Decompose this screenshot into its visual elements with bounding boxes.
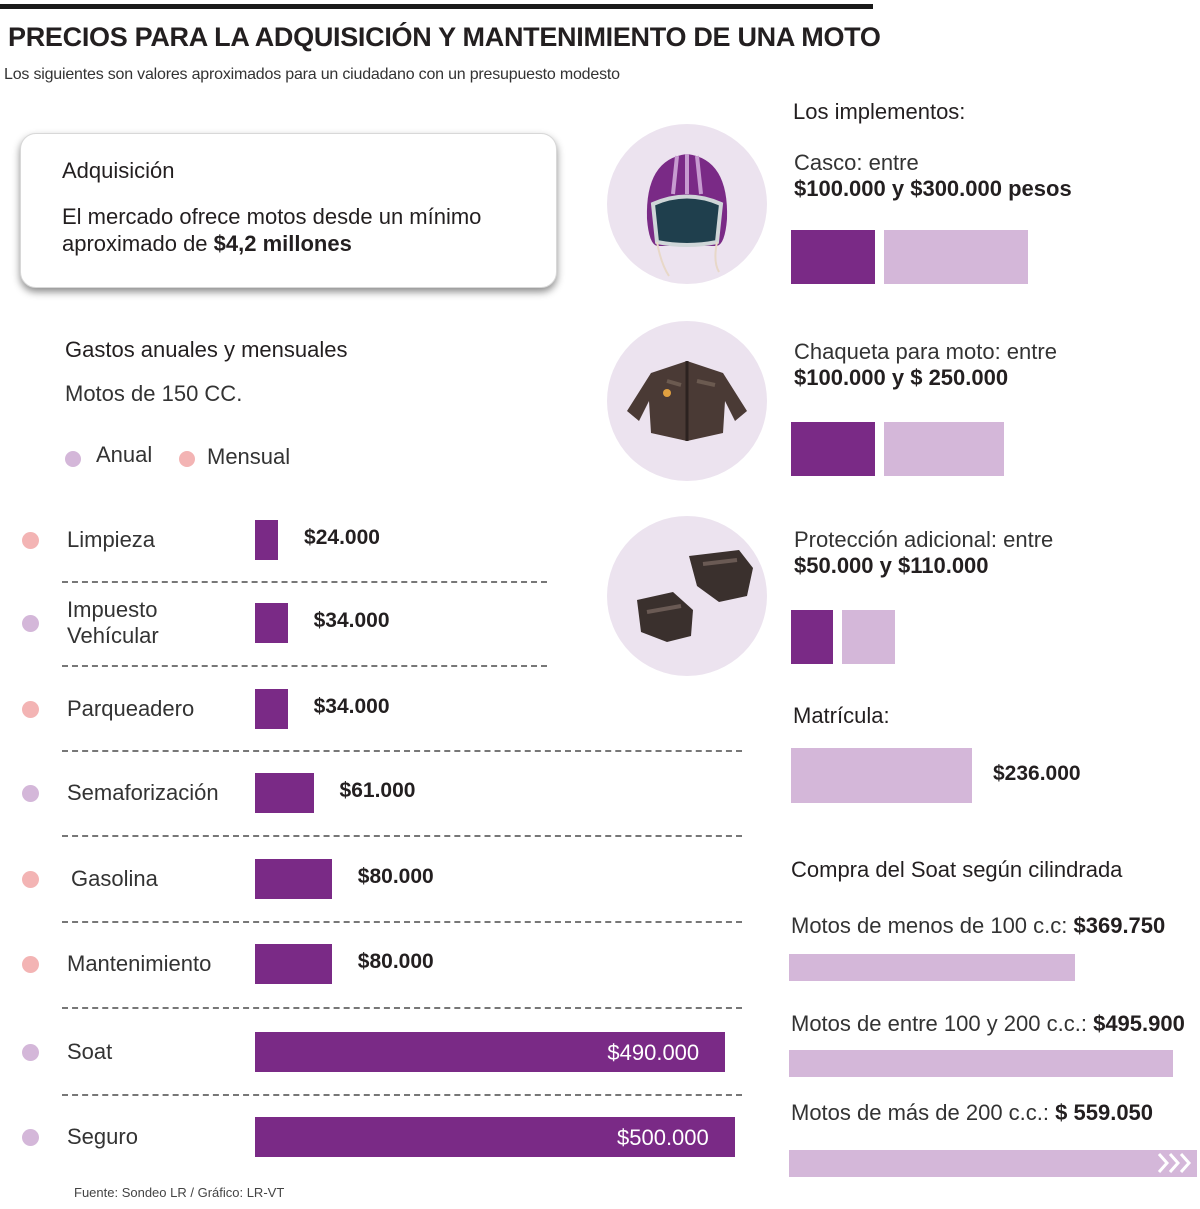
expense-value: $34.000 bbox=[313, 695, 390, 718]
row-dot bbox=[22, 532, 39, 549]
implement-min-bar bbox=[791, 610, 833, 664]
row-label-line: Impuesto bbox=[67, 597, 158, 622]
overflow-chevrons-icon bbox=[1157, 1153, 1192, 1173]
jacket-text-range: $100.000 y $ 250.000 bbox=[794, 365, 1009, 390]
legend-mensual-label: Mensual bbox=[207, 444, 291, 469]
soat-heading: Compra del Soat según cilindrada bbox=[791, 857, 1123, 882]
soat-value-1: $369.750 bbox=[1073, 913, 1166, 938]
acquisition-heading: Adquisición bbox=[62, 158, 175, 183]
expenses-subheading: Motos de 150 CC. bbox=[65, 381, 243, 406]
implement-min-bar bbox=[791, 230, 875, 284]
legend-anual-label: Anual bbox=[96, 442, 153, 467]
helmet-text: Casco: entre $100.000 y $300.000 pesos bbox=[794, 150, 1072, 202]
implement-max-bar bbox=[884, 422, 1004, 476]
implement-max-bar bbox=[842, 610, 895, 664]
jacket-text-prefix: Chaqueta para moto: entre bbox=[794, 339, 1057, 364]
row-divider bbox=[62, 1007, 742, 1009]
expense-bar bbox=[255, 944, 332, 984]
expense-value: $80.000 bbox=[357, 950, 434, 973]
soat-label-2-text: Motos de entre 100 y 200 c.c.: bbox=[791, 1011, 1087, 1036]
acquisition-card bbox=[20, 133, 557, 288]
row-divider bbox=[62, 920, 742, 923]
row-dot bbox=[22, 1129, 39, 1146]
expense-value: $490.000 bbox=[607, 1040, 700, 1065]
matricula-heading: Matrícula: bbox=[793, 703, 890, 728]
row-dot bbox=[22, 871, 39, 888]
row-divider bbox=[62, 580, 547, 583]
expense-value: $34.000 bbox=[313, 609, 390, 632]
row-divider bbox=[62, 835, 742, 837]
legend-anual-dot bbox=[65, 451, 81, 467]
matricula-value: $236.000 bbox=[993, 762, 1081, 785]
expense-value: $61.000 bbox=[339, 779, 416, 802]
source-note: Fuente: Sondeo LR / Gráfico: LR-VT bbox=[74, 1185, 285, 1200]
soat-bar bbox=[789, 1150, 1197, 1177]
gloves-circle bbox=[607, 516, 767, 676]
expenses-heading: Gastos anuales y mensuales bbox=[65, 337, 348, 362]
row-label: Mantenimiento bbox=[67, 951, 212, 976]
matricula-bar bbox=[791, 748, 972, 803]
helmet-circle bbox=[607, 124, 767, 284]
soat-bar bbox=[789, 1050, 1173, 1077]
soat-label-3: Motos de más de 200 c.c.: $ 559.050 bbox=[791, 1100, 1153, 1126]
row-label: Parqueadero bbox=[67, 696, 195, 721]
expense-bar bbox=[255, 520, 279, 560]
implements-heading: Los implementos: bbox=[793, 99, 966, 124]
helmet-text-range: $100.000 y $300.000 pesos bbox=[794, 176, 1072, 201]
row-dot bbox=[22, 785, 39, 802]
soat-bar bbox=[789, 954, 1076, 981]
jacket-text: Chaqueta para moto: entre $100.000 y $ 25… bbox=[794, 339, 1057, 391]
gloves-text-range: $50.000 y $110.000 bbox=[794, 553, 989, 578]
jacket-circle bbox=[607, 321, 767, 481]
acquisition-value: $4,2 millones bbox=[213, 231, 352, 256]
expense-bar bbox=[255, 773, 314, 813]
jacket-icon bbox=[627, 361, 747, 441]
acquisition-text: El mercado ofrece motos desde un mínimo … bbox=[62, 203, 542, 257]
row-label-line: Vehícular bbox=[67, 623, 159, 648]
row-divider bbox=[62, 1093, 742, 1096]
helmet-text-prefix: Casco: entre bbox=[794, 150, 919, 175]
row-label: Seguro bbox=[67, 1124, 138, 1149]
soat-value-2: $495.900 bbox=[1093, 1011, 1185, 1036]
implement-min-bar bbox=[791, 422, 875, 476]
row-dot bbox=[22, 1044, 39, 1061]
row-label: Limpieza bbox=[67, 527, 156, 552]
row-dot bbox=[22, 956, 39, 973]
row-label: Gasolina bbox=[71, 866, 158, 891]
soat-label-2: Motos de entre 100 y 200 c.c.: $495.900 bbox=[791, 1011, 1185, 1037]
expense-bar bbox=[255, 689, 288, 729]
implement-max-bar bbox=[884, 230, 1028, 284]
helmet-icon bbox=[646, 154, 728, 277]
gloves-text: Protección adicional: entre $50.000 y $11… bbox=[794, 527, 1053, 579]
row-label: Impuesto Vehícular bbox=[67, 597, 237, 649]
row-divider bbox=[62, 750, 742, 752]
soat-label-3-text: Motos de más de 200 c.c.: bbox=[791, 1100, 1050, 1125]
page-title: PRECIOS PARA LA ADQUISICIÓN Y MANTENIMIE… bbox=[8, 22, 881, 52]
row-label: Semaforización bbox=[67, 780, 219, 805]
acquisition-text-prefix: El mercado ofrece motos desde un mínimo … bbox=[62, 204, 482, 256]
row-dot bbox=[22, 701, 39, 718]
expense-bar bbox=[255, 1032, 726, 1072]
expense-value: $24.000 bbox=[304, 526, 380, 549]
expense-bar bbox=[255, 859, 332, 899]
row-divider bbox=[62, 665, 547, 667]
row-dot bbox=[22, 615, 39, 632]
gloves-icon bbox=[637, 550, 753, 642]
soat-label-1-text: Motos de menos de 100 c.c: bbox=[791, 913, 1068, 938]
page-subtitle: Los siguientes son valores aproximados p… bbox=[4, 66, 620, 83]
expense-value: $500.000 bbox=[617, 1125, 709, 1150]
expense-value: $80.000 bbox=[357, 865, 434, 888]
row-label: Soat bbox=[67, 1039, 113, 1064]
gloves-text-prefix: Protección adicional: entre bbox=[794, 527, 1054, 552]
expense-bar bbox=[255, 1117, 735, 1157]
soat-value-3: $ 559.050 bbox=[1055, 1100, 1154, 1125]
legend-mensual-dot bbox=[179, 451, 195, 467]
expense-bar bbox=[255, 603, 288, 643]
top-rule bbox=[0, 4, 873, 9]
soat-label-1: Motos de menos de 100 c.c: $369.750 bbox=[791, 913, 1165, 939]
